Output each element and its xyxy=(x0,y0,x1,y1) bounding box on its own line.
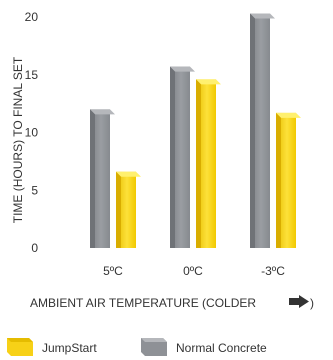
x-tick-label: -3ºC xyxy=(261,264,285,278)
bar-side xyxy=(196,79,201,249)
right-arrow-icon: ) xyxy=(289,295,314,310)
bar xyxy=(116,171,141,248)
bar xyxy=(196,79,221,249)
bar xyxy=(90,109,115,249)
legend-label-normal-concrete: Normal Concrete xyxy=(176,341,267,355)
bar-side xyxy=(250,13,255,248)
x-axis-label: AMBIENT AIR TEMPERATURE (COLDER xyxy=(30,296,256,310)
bars-group xyxy=(90,13,301,249)
x-tick-label: 5ºC xyxy=(103,264,123,278)
bar-top xyxy=(196,79,221,85)
y-tick-label: 10 xyxy=(25,126,39,140)
bar xyxy=(276,112,301,249)
legend: JumpStart Normal Concrete xyxy=(7,338,267,356)
bar-top xyxy=(250,13,275,19)
y-tick-label: 5 xyxy=(31,183,38,197)
y-axis-label: TIME (HOURS) TO FINAL SET xyxy=(11,56,25,223)
bar-side xyxy=(170,66,175,248)
bar-top xyxy=(90,109,115,115)
x-axis-ticks: 5ºC 0ºC -3ºC xyxy=(103,264,285,278)
x-tick-label: 0ºC xyxy=(183,264,203,278)
bar-side xyxy=(116,171,121,248)
bar-side xyxy=(90,109,95,249)
svg-text:): ) xyxy=(310,296,314,310)
legend-label-jumpstart: JumpStart xyxy=(42,341,97,355)
y-tick-label: 0 xyxy=(31,241,38,255)
bar-top xyxy=(170,66,195,72)
y-tick-label: 20 xyxy=(25,10,39,24)
y-tick-label: 15 xyxy=(25,68,39,82)
y-axis-ticks: 0 5 10 15 20 xyxy=(25,10,39,255)
bar-top xyxy=(276,112,301,118)
legend-item-jumpstart: JumpStart xyxy=(7,338,97,356)
bar xyxy=(250,13,275,248)
bar xyxy=(170,66,195,248)
legend-item-normal-concrete: Normal Concrete xyxy=(141,338,267,356)
bar-top xyxy=(116,171,141,177)
bar-side xyxy=(276,112,281,249)
